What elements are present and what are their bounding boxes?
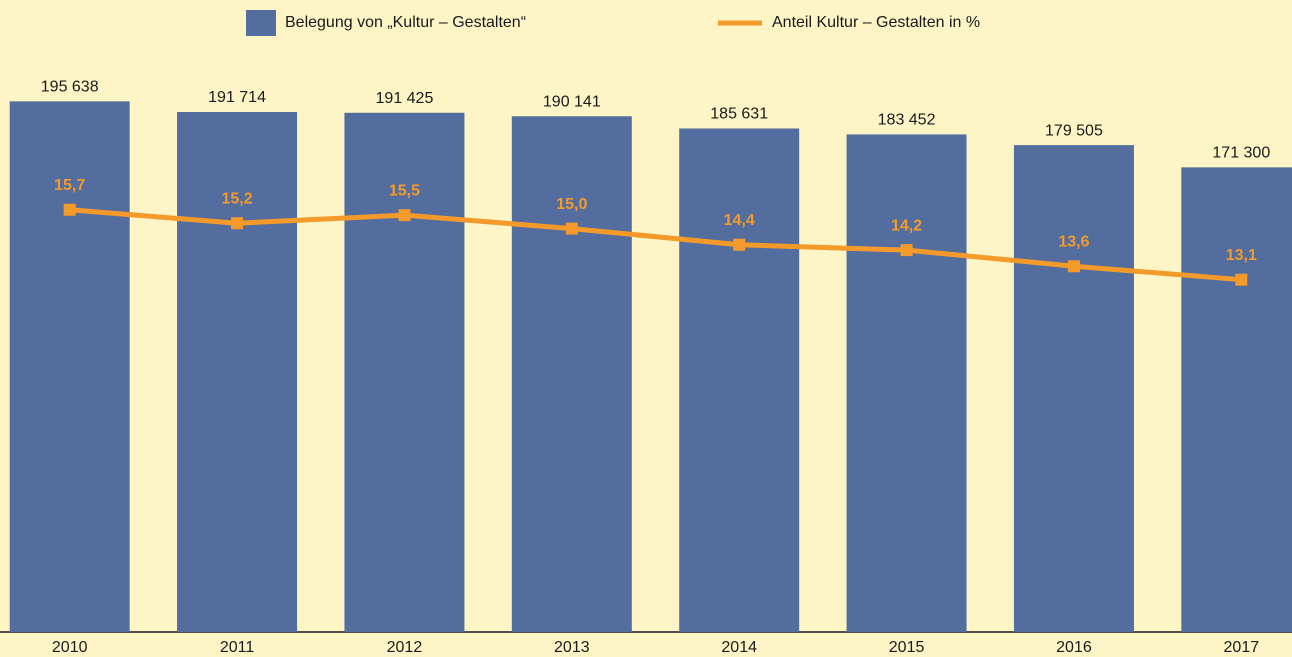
bar — [344, 112, 465, 632]
line-value-label: 14,4 — [724, 212, 755, 229]
bar-value-label: 190 141 — [543, 93, 601, 110]
line-value-label: 15,0 — [556, 196, 587, 213]
line-value-label: 13,1 — [1226, 247, 1257, 264]
line-value-label: 13,6 — [1058, 233, 1089, 250]
line-marker — [1235, 273, 1248, 286]
bar-value-label: 185 631 — [710, 106, 768, 123]
legend-label: Belegung von „Kultur – Gestalten“ — [285, 14, 526, 31]
bar — [511, 116, 632, 632]
bar — [846, 134, 967, 632]
line-marker — [1067, 260, 1080, 273]
bar-value-label: 171 300 — [1212, 145, 1270, 162]
x-tick-label: 2011 — [220, 639, 255, 656]
bar — [1181, 167, 1292, 632]
x-tick-label: 2012 — [387, 639, 423, 656]
line-marker — [900, 244, 913, 257]
line-marker — [63, 203, 76, 216]
line-value-label: 15,2 — [221, 190, 252, 207]
bar-value-label: 191 714 — [208, 89, 266, 106]
bar-value-label: 191 425 — [376, 90, 434, 107]
x-tick-label: 2017 — [1224, 639, 1260, 656]
bar-value-label: 183 452 — [878, 112, 936, 129]
line-value-label: 15,7 — [54, 177, 85, 194]
line-value-label: 15,5 — [389, 182, 420, 199]
line — [69, 207, 1242, 283]
legend-label: Anteil Kultur – Gestalten in % — [772, 14, 980, 31]
x-tick-label: 2013 — [554, 639, 590, 656]
bar-value-label: 179 505 — [1045, 122, 1103, 139]
x-tick-label: 2010 — [52, 639, 88, 656]
x-tick-label: 2016 — [1056, 639, 1092, 656]
bar — [9, 101, 130, 633]
line-marker — [565, 222, 578, 235]
bar — [679, 128, 800, 632]
bar-value-label: 195 638 — [41, 79, 99, 96]
line-marker — [733, 238, 746, 251]
x-tick-label: 2014 — [721, 639, 757, 656]
line-value-label: 14,2 — [891, 217, 922, 234]
bar — [177, 111, 298, 632]
bar — [1013, 145, 1134, 633]
legend-swatch — [246, 10, 276, 36]
x-tick-label: 2015 — [889, 639, 925, 656]
line-marker — [231, 217, 244, 230]
line-marker — [398, 209, 411, 222]
